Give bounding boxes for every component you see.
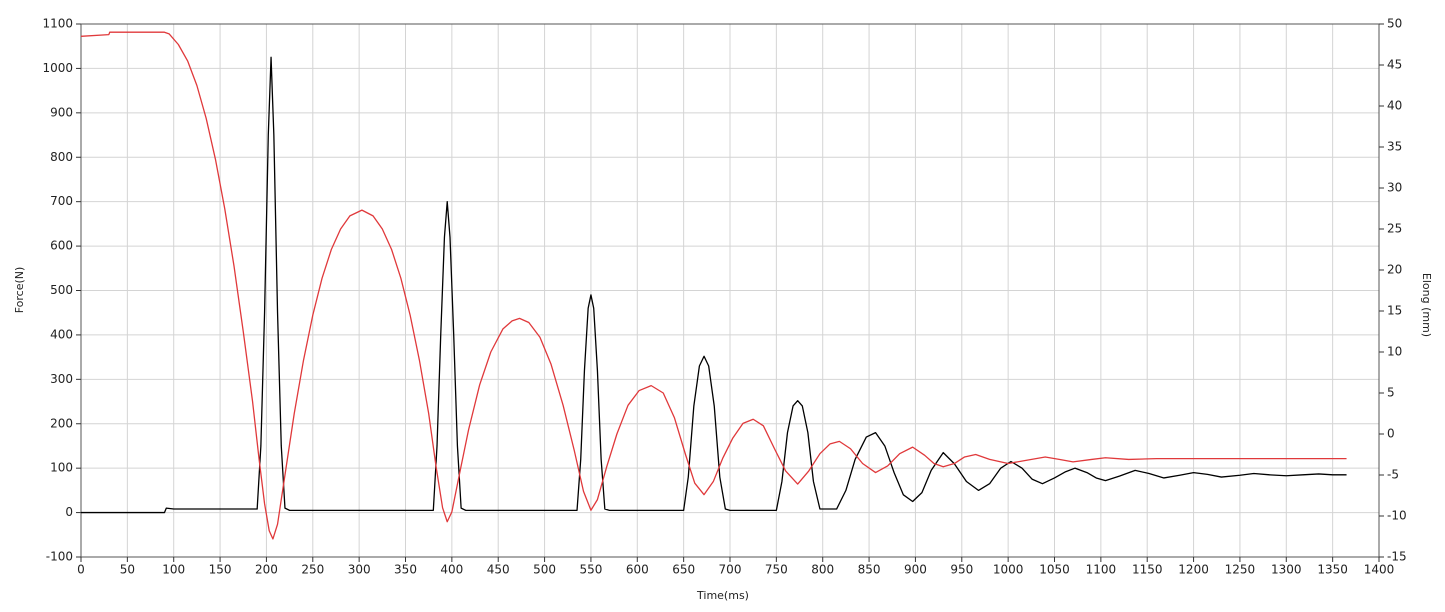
y2-tick-label: 10 <box>1387 345 1402 359</box>
y2-tick-label: 50 <box>1387 17 1402 31</box>
y-tick-label: 0 <box>65 505 73 519</box>
y2-tick-label: 20 <box>1387 263 1402 277</box>
y-tick-label: 700 <box>50 194 73 208</box>
x-tick-label: 1350 <box>1317 563 1348 577</box>
x-tick-label: 850 <box>858 563 881 577</box>
x-tick-label: 100 <box>162 563 185 577</box>
y2-tick-label: 25 <box>1387 222 1402 236</box>
x-tick-label: 1150 <box>1132 563 1163 577</box>
x-tick-label: 950 <box>950 563 973 577</box>
x-tick-label: 250 <box>301 563 324 577</box>
x-tick-label: 800 <box>811 563 834 577</box>
series-line <box>81 56 1347 514</box>
x-tick-label: 1300 <box>1271 563 1302 577</box>
y-tick-label: 300 <box>50 372 73 386</box>
y-tick-label: 100 <box>50 461 73 475</box>
y2-tick-label: 5 <box>1387 386 1395 400</box>
x-axis-label: Time(ms) <box>696 589 749 602</box>
y-tick-label: 900 <box>50 105 73 119</box>
y-tick-label: 1000 <box>42 61 73 75</box>
y-axis-label: Force(N) <box>13 267 26 314</box>
x-tick-label: 1000 <box>993 563 1024 577</box>
y2-tick-label: 35 <box>1387 140 1402 154</box>
x-tick-label: 200 <box>255 563 278 577</box>
x-tick-label: 550 <box>579 563 602 577</box>
y-tick-label: 800 <box>50 150 73 164</box>
x-tick-label: 1050 <box>1039 563 1070 577</box>
x-tick-label: 1200 <box>1178 563 1209 577</box>
y-tick-label: 600 <box>50 239 73 253</box>
x-tick-label: 750 <box>765 563 788 577</box>
x-tick-label: 400 <box>440 563 463 577</box>
y-tick-label: 400 <box>50 327 73 341</box>
x-tick-label: 1250 <box>1225 563 1256 577</box>
y2-tick-label: 0 <box>1387 427 1395 441</box>
y2-tick-label: 30 <box>1387 181 1402 195</box>
x-tick-label: 50 <box>120 563 135 577</box>
x-tick-label: 1100 <box>1086 563 1117 577</box>
x-tick-label: 500 <box>533 563 556 577</box>
x-tick-label: 450 <box>487 563 510 577</box>
y-tick-label: 1100 <box>42 17 73 31</box>
x-tick-label: 300 <box>348 563 371 577</box>
y2-tick-label: 15 <box>1387 304 1402 318</box>
y2-tick-label: -10 <box>1387 509 1407 523</box>
y2-tick-label: 40 <box>1387 99 1402 113</box>
x-tick-label: 350 <box>394 563 417 577</box>
y2-axis-label: Elong (mm) <box>1420 273 1433 337</box>
y-tick-label: 200 <box>50 416 73 430</box>
y2-tick-label: -15 <box>1387 550 1407 564</box>
y-tick-label: -100 <box>46 550 73 564</box>
x-tick-label: 150 <box>209 563 232 577</box>
x-tick-label: 1400 <box>1364 563 1395 577</box>
y-tick-label: 500 <box>50 283 73 297</box>
x-tick-label: 600 <box>626 563 649 577</box>
y2-tick-label: 45 <box>1387 58 1402 72</box>
x-tick-label: 650 <box>672 563 695 577</box>
x-tick-label: 700 <box>719 563 742 577</box>
series-line <box>80 31 1347 540</box>
x-tick-label: 0 <box>77 563 85 577</box>
x-tick-label: 900 <box>904 563 927 577</box>
y2-tick-label: -5 <box>1387 468 1399 482</box>
